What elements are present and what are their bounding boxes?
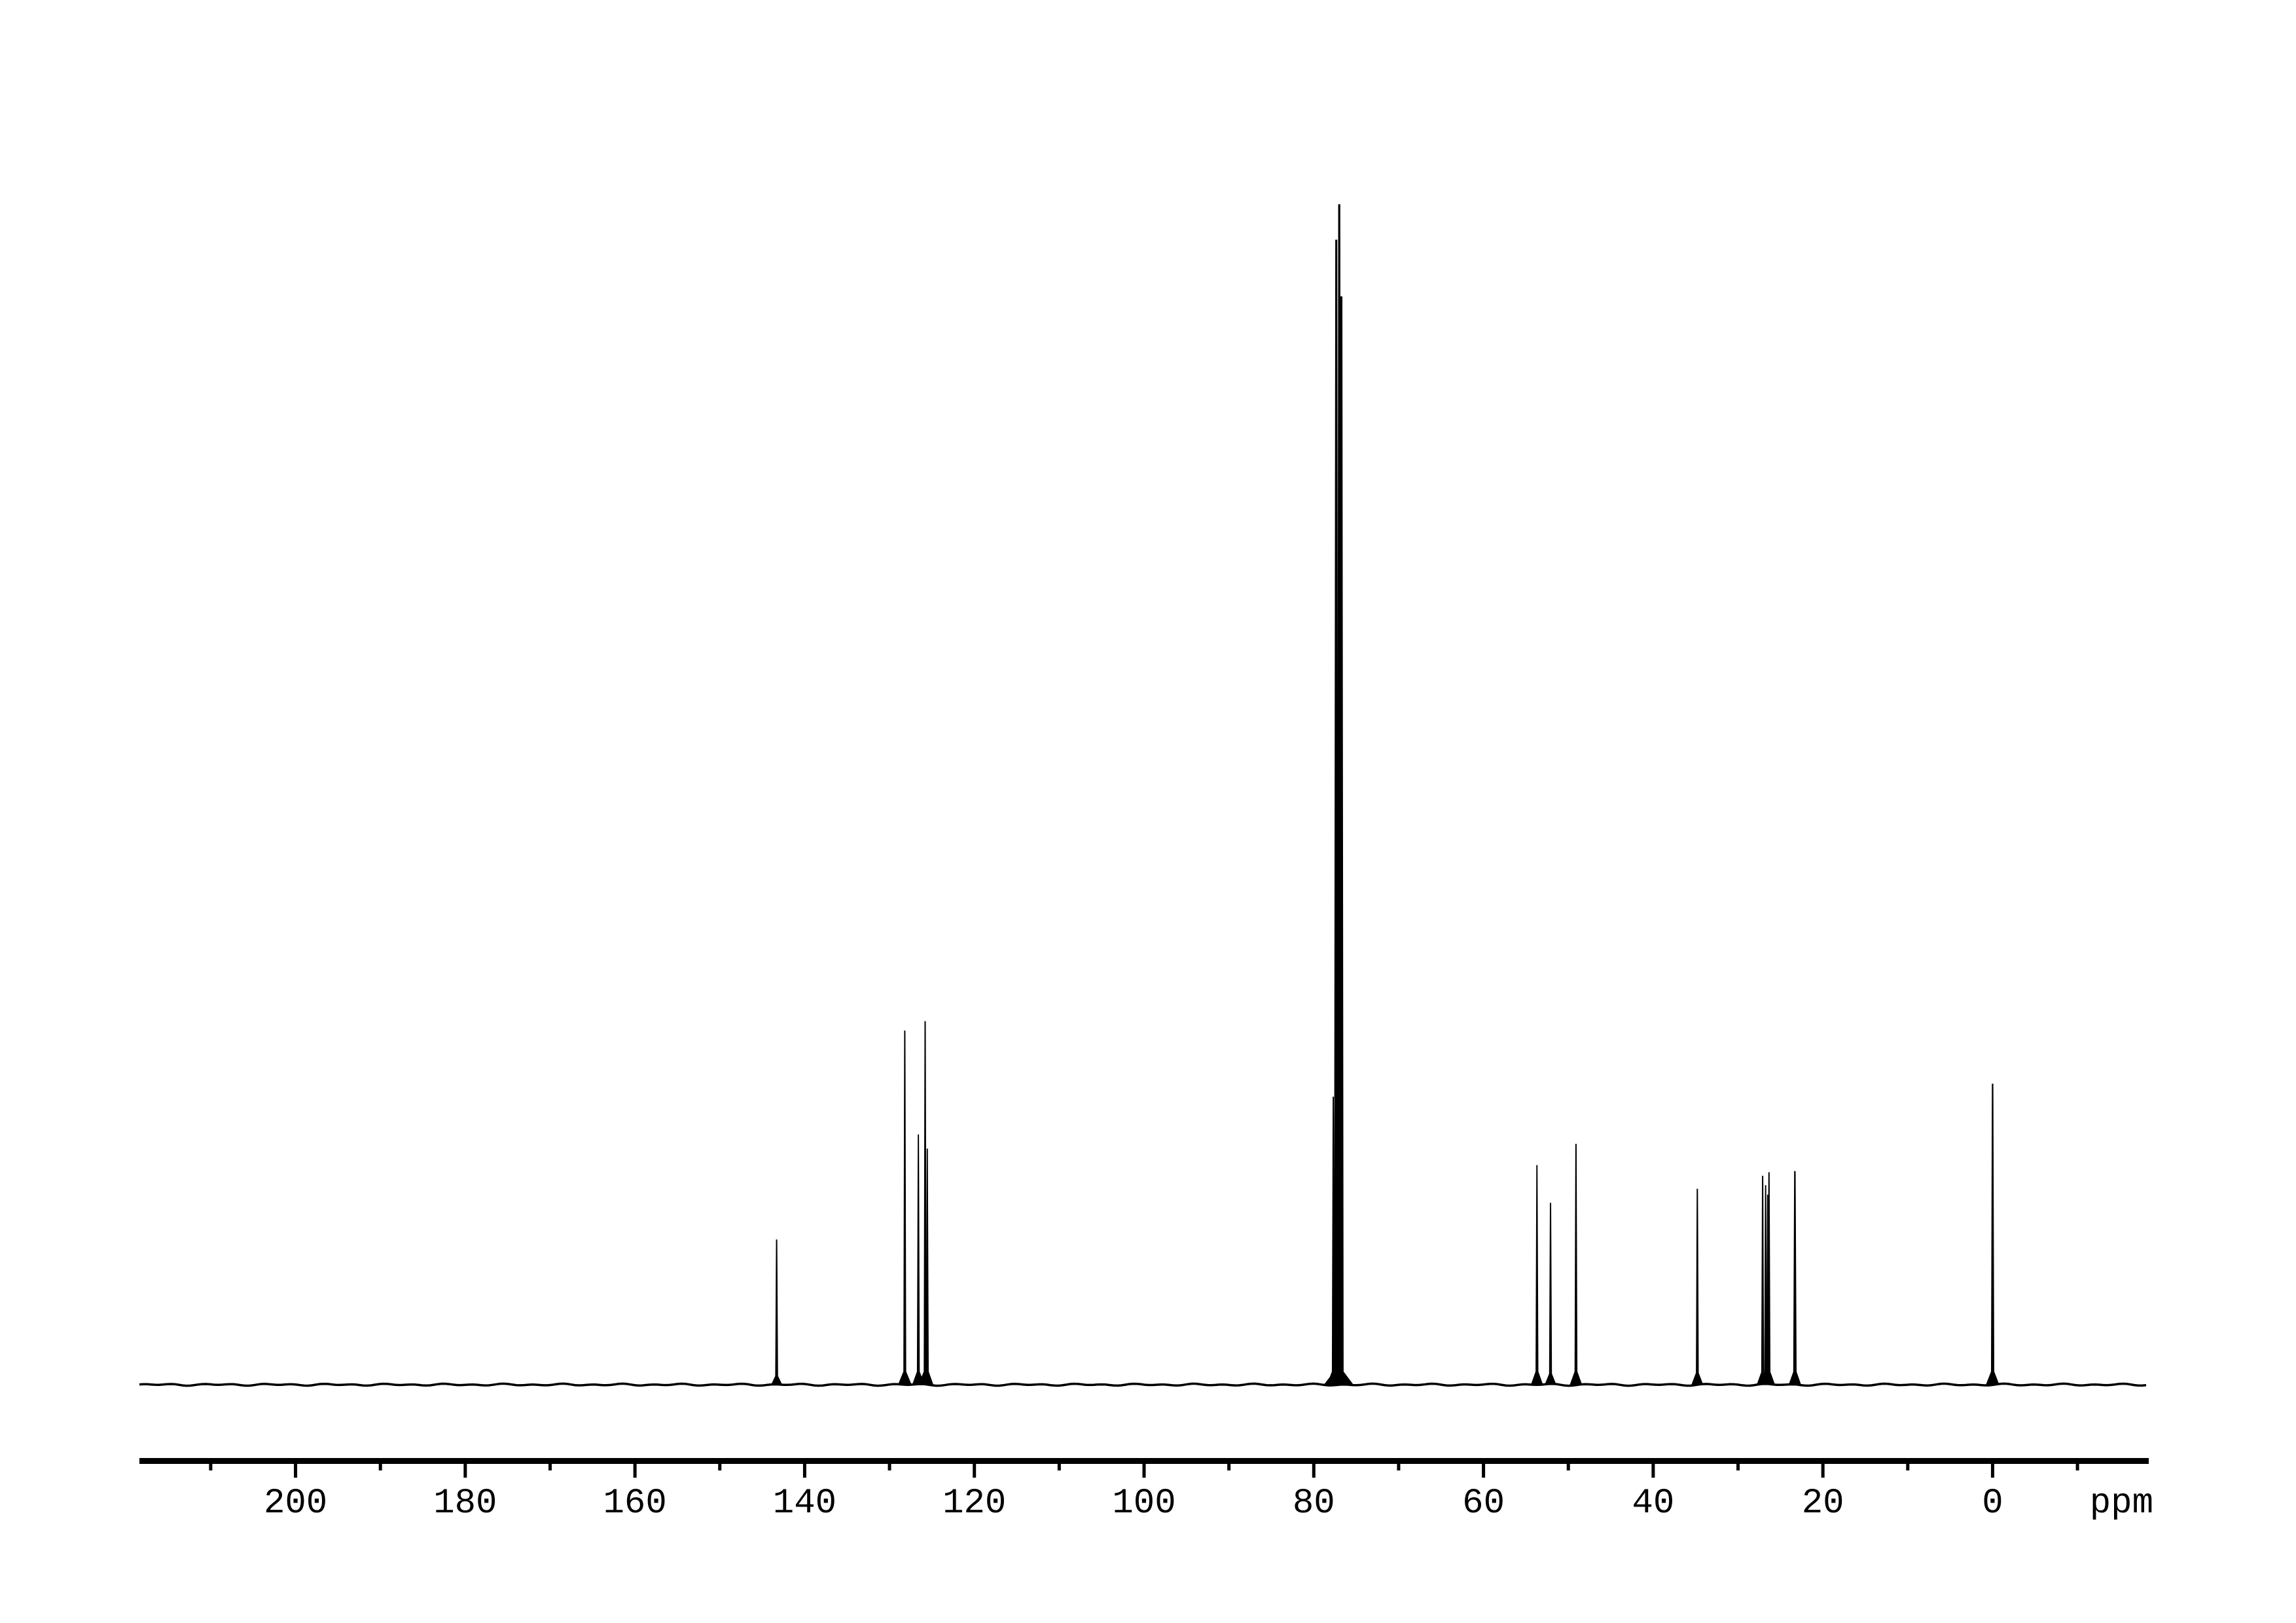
nmr-peak-26.75ppm: [1759, 1185, 1772, 1385]
x-axis-tick-label: 60: [1462, 1484, 1505, 1523]
nmr-peak-0ppm: [1986, 1084, 2000, 1385]
nmr-peak-23.3ppm: [1788, 1171, 1801, 1385]
nmr-peak-77.7ppm: [1327, 1097, 1340, 1385]
nmr-peak-27.1ppm: [1757, 1175, 1769, 1385]
x-axis-tick-label: 140: [773, 1484, 836, 1523]
x-axis-tick-label: 120: [942, 1484, 1006, 1523]
nmr-peak-143.3ppm: [771, 1239, 783, 1385]
x-axis-tick-label: 40: [1632, 1484, 1674, 1523]
spectrum-baseline-trace: [139, 1382, 2147, 1387]
nmr-peak-76.75ppm: [1329, 296, 1354, 1385]
nmr-peak-77ppm: [1326, 204, 1352, 1385]
x-axis-tick-label: 200: [264, 1484, 327, 1523]
nmr-peak-52.1ppm: [1545, 1203, 1556, 1385]
nmr-peak-125.55ppm: [921, 1148, 934, 1385]
nmr-peak-53.7ppm: [1531, 1165, 1543, 1385]
nmr-peak-34.8ppm: [1691, 1188, 1704, 1385]
x-axis-line: [139, 1458, 2149, 1464]
x-axis-tick-label: 20: [1802, 1484, 1844, 1523]
x-axis-tick-label: 0: [1982, 1484, 2003, 1523]
nmr-peak-125.8ppm: [918, 1021, 932, 1385]
nmr-peak-26.35ppm: [1763, 1172, 1775, 1385]
nmr-peak-49.1ppm: [1570, 1144, 1583, 1385]
nmr-peak-26.5ppm: [1762, 1194, 1774, 1385]
x-axis-unit-label: ppm: [2090, 1484, 2153, 1523]
nmr-peak-77.35ppm: [1323, 240, 1349, 1385]
x-axis-tick-label: 100: [1112, 1484, 1175, 1523]
x-axis-tick-label: 180: [433, 1484, 497, 1523]
x-axis-tick-label: 80: [1293, 1484, 1335, 1523]
nmr-peak-126.6ppm: [912, 1134, 925, 1385]
x-axis-tick-label: 160: [603, 1484, 667, 1523]
nmr-peak-128.2ppm: [898, 1030, 912, 1385]
